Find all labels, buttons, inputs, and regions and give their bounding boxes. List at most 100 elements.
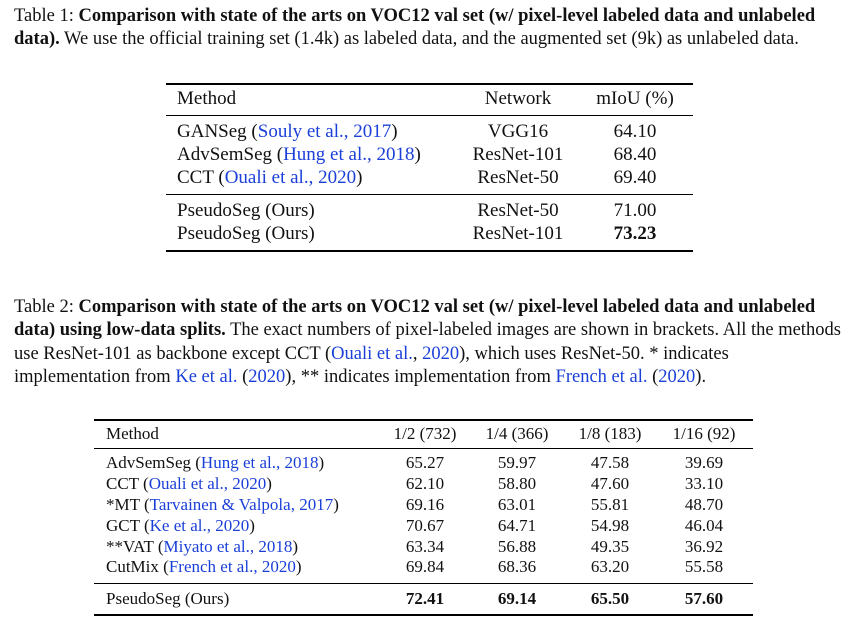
table2-bottom-rule [94,614,753,616]
citation-link[interactable]: Tarvainen & Valpola, 2017 [150,495,334,514]
table2-value-cell: 55.81 [591,495,629,515]
table2-value-cell: 56.88 [498,537,536,557]
table2-value-cell: 33.10 [685,474,723,494]
table2-value-cell: 68.36 [498,557,536,577]
table2-header-split-half: 1/2 (732) [394,424,457,444]
citation-link[interactable]: Ouali et al. [331,344,413,364]
table2-method-cell: AdvSemSeg (Hung et al., 2018) [106,453,324,473]
table1-header-rule [166,115,693,116]
table2-top-rule [94,419,753,421]
table1-top-rule [166,83,693,85]
caption-text: ), ** indicates implementation from [285,367,555,387]
table1-method-cell: AdvSemSeg (Hung et al., 2018) [177,144,421,166]
citation-link[interactable]: Hung et al., 2018 [201,453,319,472]
table2-mid-rule [94,583,753,584]
table2-value-cell: 63.34 [406,537,444,557]
table1-miou-cell-best: 73.23 [614,223,657,245]
table1-method-cell: GANSeg (Souly et al., 2017) [177,121,398,143]
table1-network-cell: ResNet-50 [477,200,558,222]
citation-link[interactable]: Souly et al., 2017 [258,121,392,142]
citation-link[interactable]: 2020 [658,367,695,387]
table1-caption-label: Table 1: [14,6,74,26]
table2-value-cell: 69.16 [406,495,444,515]
table2-header-rule [94,448,753,449]
method-name: CCT [106,474,139,493]
method-name: *MT [106,495,140,514]
citation-link[interactable]: Ouali et al., 2020 [225,167,356,188]
table1-mid-rule [166,194,693,195]
table2-value-cell: 63.20 [591,557,629,577]
citation-link[interactable]: Ke et al., 2020 [150,516,250,535]
table2-method-cell: **VAT (Miyato et al., 2018) [106,537,298,557]
table2-value-cell-best: 65.50 [591,589,629,609]
table2-caption-label: Table 2: [14,297,74,317]
table2-header-split-quarter: 1/4 (366) [486,424,549,444]
citation-link[interactable]: French et al., 2020 [169,557,296,576]
citation-link[interactable]: Miyato et al., 2018 [163,537,292,556]
table1-network-cell: ResNet-101 [473,144,564,166]
table2-value-cell: 54.98 [591,516,629,536]
table2-value-cell: 59.97 [498,453,536,473]
caption-text: ( [647,367,658,387]
table2-header-split-sixteenth: 1/16 (92) [673,424,736,444]
table2-value-cell: 48.70 [685,495,723,515]
citation-link[interactable]: Hung et al., 2018 [283,144,414,165]
citation-link[interactable]: 2020 [422,344,459,364]
caption-text: ( [237,367,248,387]
table2-value-cell: 55.58 [685,557,723,577]
table1-miou-cell: 64.10 [614,121,657,143]
table2-method-cell: GCT (Ke et al., 2020) [106,516,255,536]
table2-header-split-eighth: 1/8 (183) [579,424,642,444]
paper-page: Table 1: Comparison with state of the ar… [0,0,857,625]
caption-text: ). [695,367,706,387]
table1-method-cell: PseudoSeg (Ours) [177,200,315,222]
table2-header-method: Method [106,424,159,444]
table1-network-cell: VGG16 [488,121,548,143]
table1-method-cell: CCT (Ouali et al., 2020) [177,167,362,189]
table2-method-cell: CCT (Ouali et al., 2020) [106,474,272,494]
table2-value-cell: 47.58 [591,453,629,473]
table2-method-cell: PseudoSeg (Ours) [106,589,229,609]
citation-link[interactable]: Ke et al. [175,367,237,387]
method-name: GANSeg [177,121,247,142]
table2-value-cell: 70.67 [406,516,444,536]
table2-value-cell: 64.71 [498,516,536,536]
table1-miou-cell: 68.40 [614,144,657,166]
table2-value-cell: 65.27 [406,453,444,473]
table1-bottom-rule [166,250,693,252]
table1-caption-text: We use the official training set (1.4k) … [64,29,799,49]
table2-method-cell: *MT (Tarvainen & Valpola, 2017) [106,495,339,515]
table1-header-method: Method [177,88,236,110]
table2-value-cell: 58.80 [498,474,536,494]
table1-method-cell: PseudoSeg (Ours) [177,223,315,245]
table1-miou-cell: 71.00 [614,200,657,222]
table2-value-cell: 63.01 [498,495,536,515]
table2-value-cell: 36.92 [685,537,723,557]
table2-value-cell-best: 69.14 [498,589,536,609]
table1-miou-cell: 69.40 [614,167,657,189]
citation-link[interactable]: French et al. [556,367,648,387]
table1-network-cell: ResNet-101 [473,223,564,245]
caption-text: , [413,344,422,364]
table2-method-cell: CutMix (French et al., 2020) [106,557,302,577]
table2-value-cell: 62.10 [406,474,444,494]
table2-value-cell: 39.69 [685,453,723,473]
method-name: GCT [106,516,140,535]
method-name: **VAT [106,537,154,556]
method-name: AdvSemSeg [177,144,272,165]
table2-value-cell: 47.60 [591,474,629,494]
table1-header-network: Network [485,88,551,110]
table2-value-cell: 69.84 [406,557,444,577]
table2-value-cell: 49.35 [591,537,629,557]
table1-network-cell: ResNet-50 [477,167,558,189]
method-name: CutMix [106,557,159,576]
table2-value-cell-best: 72.41 [406,589,444,609]
table1-header-miou: mIoU (%) [596,88,674,110]
table2-value-cell-best: 57.60 [685,589,723,609]
citation-link[interactable]: 2020 [248,367,285,387]
table2-value-cell: 46.04 [685,516,723,536]
table2-caption: Table 2: Comparison with state of the ar… [14,296,844,389]
method-name: AdvSemSeg [106,453,191,472]
method-name: CCT [177,167,214,188]
citation-link[interactable]: Ouali et al., 2020 [149,474,267,493]
